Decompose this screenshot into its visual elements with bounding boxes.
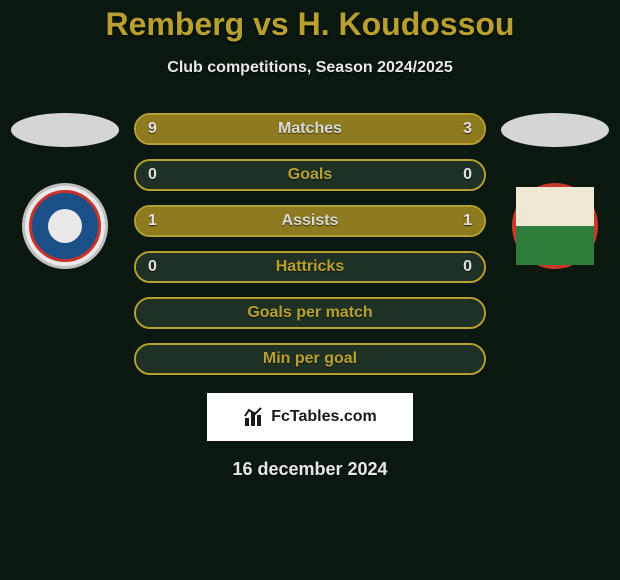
stat-right-seg: [310, 207, 484, 235]
stat-row: Hattricks00: [134, 251, 486, 283]
stat-right-value: 0: [463, 161, 472, 189]
subtitle: Club competitions, Season 2024/2025: [0, 59, 620, 77]
page-title: Remberg vs H. Koudossou: [0, 6, 620, 43]
stat-left-value: 1: [148, 207, 157, 235]
stat-row: Goals per match: [134, 297, 486, 329]
stat-row: Assists11: [134, 205, 486, 237]
stat-row: Matches93: [134, 113, 486, 145]
root: Remberg vs H. Koudossou Club competition…: [0, 0, 620, 480]
team-left-badge: [22, 183, 108, 269]
stat-left-value: 0: [148, 161, 157, 189]
stat-right-value: 1: [463, 207, 472, 235]
stat-bars: Matches93Goals00Assists11Hattricks00Goal…: [134, 113, 486, 375]
stat-mid-seg: [136, 299, 484, 327]
stat-left-value: 0: [148, 253, 157, 281]
player-right-avatar: [501, 113, 609, 147]
stat-left-seg: [136, 207, 310, 235]
stat-mid-seg: [136, 345, 484, 373]
player-left-avatar: [11, 113, 119, 147]
stat-mid-seg: [136, 161, 484, 189]
stat-row: Goals00: [134, 159, 486, 191]
stat-mid-seg: [136, 253, 484, 281]
date-text: 16 december 2024: [0, 459, 620, 480]
player-left-col: [10, 113, 120, 269]
stat-row: Min per goal: [134, 343, 486, 375]
main-area: Matches93Goals00Assists11Hattricks00Goal…: [0, 113, 620, 375]
stat-right-value: 3: [463, 115, 472, 143]
stat-left-seg: [136, 115, 397, 143]
stat-right-value: 0: [463, 253, 472, 281]
player-right-col: [500, 113, 610, 269]
brand-text: FcTables.com: [271, 408, 377, 426]
team-right-badge: [512, 183, 598, 269]
chart-icon: [243, 406, 265, 428]
brand-footer: FcTables.com: [207, 393, 413, 441]
stat-left-value: 9: [148, 115, 157, 143]
